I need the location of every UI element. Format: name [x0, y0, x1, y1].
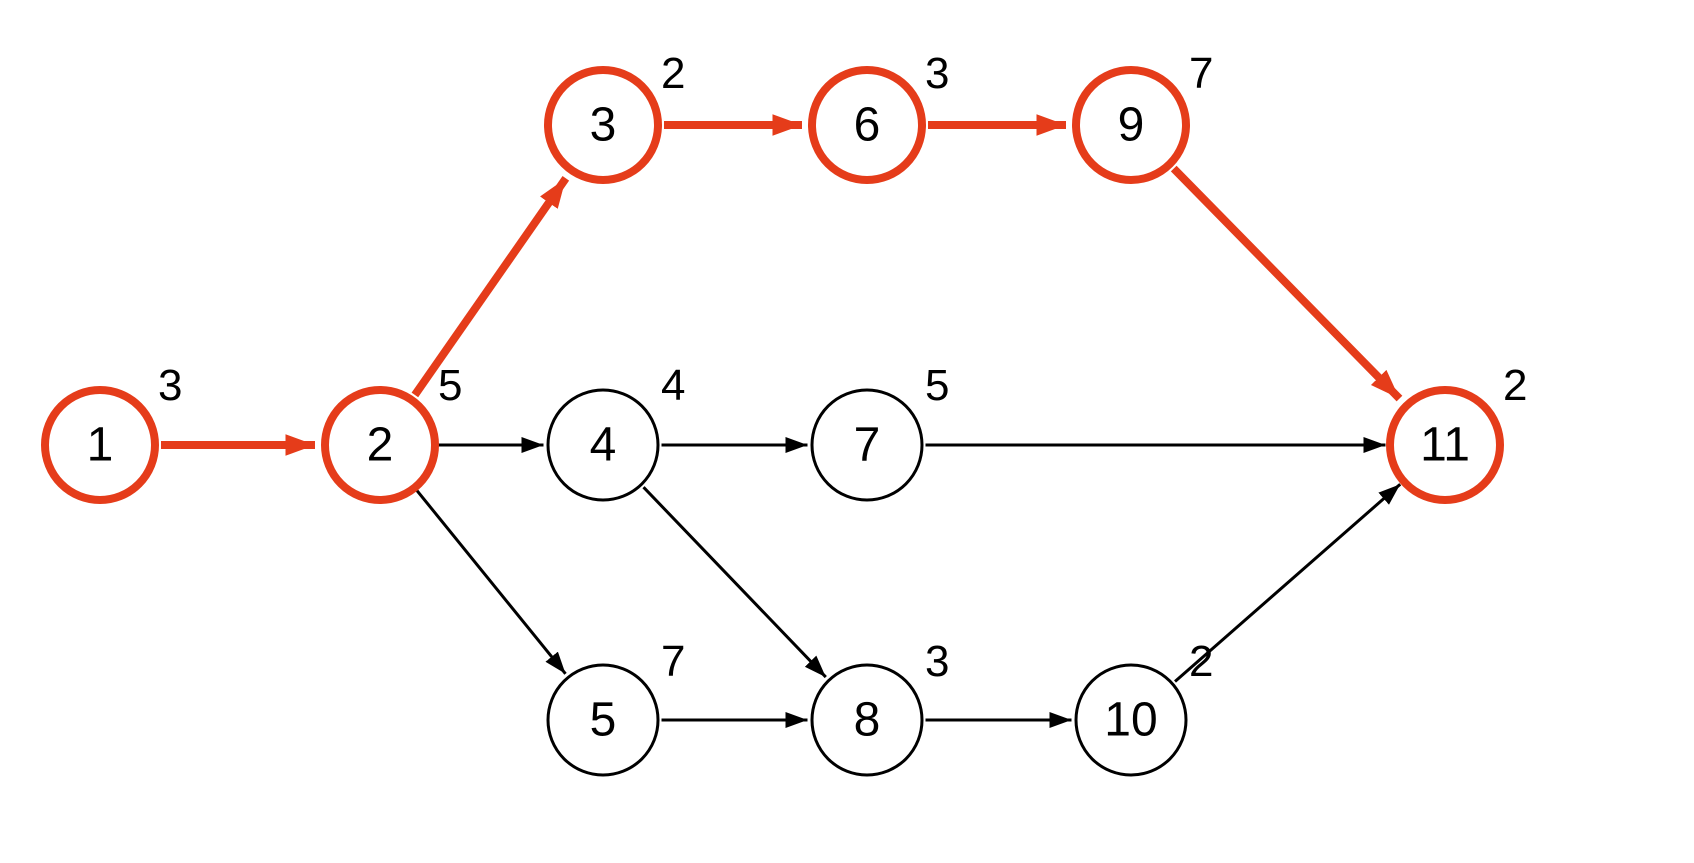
network-diagram: 132532445763758397102112 — [0, 0, 1694, 863]
node-7: 75 — [812, 361, 949, 500]
node-1-weight: 3 — [158, 361, 182, 410]
node-10-label: 10 — [1104, 694, 1157, 747]
node-3-weight: 2 — [661, 49, 685, 98]
node-7-weight: 5 — [925, 361, 949, 410]
nodes-layer: 132532445763758397102112 — [45, 49, 1527, 775]
node-3-label: 3 — [590, 99, 617, 152]
edge-2-5 — [417, 490, 566, 673]
node-9: 97 — [1076, 49, 1213, 180]
node-7-label: 7 — [854, 419, 881, 472]
node-5-label: 5 — [590, 694, 617, 747]
node-11-weight: 2 — [1503, 361, 1527, 410]
node-11-label: 11 — [1420, 419, 1470, 472]
node-2-weight: 5 — [438, 361, 462, 410]
node-4: 44 — [548, 361, 685, 500]
node-6-weight: 3 — [925, 49, 949, 98]
node-6: 63 — [812, 49, 949, 180]
edge-9-11 — [1174, 169, 1400, 399]
node-8-weight: 3 — [925, 637, 949, 686]
node-10-weight: 2 — [1189, 637, 1213, 686]
node-4-label: 4 — [590, 419, 617, 472]
node-8: 83 — [812, 637, 949, 775]
node-5-weight: 7 — [661, 637, 685, 686]
node-9-label: 9 — [1118, 99, 1145, 152]
node-9-weight: 7 — [1189, 49, 1213, 98]
node-5: 57 — [548, 637, 685, 775]
node-4-weight: 4 — [661, 361, 685, 410]
node-1-label: 1 — [87, 419, 114, 472]
node-6-label: 6 — [854, 99, 881, 152]
node-1: 13 — [45, 361, 182, 500]
node-8-label: 8 — [854, 694, 881, 747]
node-10: 10 2 — [1076, 637, 1213, 775]
node-2-label: 2 — [367, 419, 394, 472]
node-2: 25 — [325, 361, 462, 500]
node-3: 32 — [548, 49, 685, 180]
node-11: 11 2 — [1390, 361, 1527, 500]
